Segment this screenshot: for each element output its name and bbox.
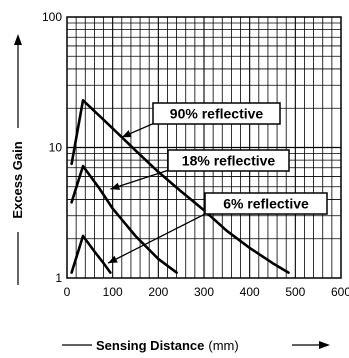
annotation-arrowhead-1 [121, 130, 132, 138]
x-tick-label: 400 [240, 285, 260, 299]
annotation-3: 6% reflective [107, 192, 328, 264]
x-axis-title: Sensing Distance (mm) [96, 338, 239, 353]
x-tick-label: 300 [194, 285, 214, 299]
series-label-3: 6% reflective [223, 196, 309, 212]
annotation-arrowhead-2 [110, 182, 121, 190]
tick-labels: 0 100 200 300 400 500 600 1 10 100 [42, 10, 349, 299]
annotation-1: 90% reflective [121, 102, 281, 138]
annotation-box-1 [152, 102, 281, 125]
annotation-box-2 [167, 149, 290, 172]
y-tick-label: 1 [55, 271, 62, 285]
x-tick-label: 500 [285, 285, 305, 299]
series-line-3 [70, 234, 112, 274]
x-axis-title-group: Sensing Distance (mm) [62, 338, 330, 353]
annotation-leader-2 [110, 168, 173, 190]
x-tick-label: 200 [148, 285, 168, 299]
annotation-leader-3 [107, 211, 210, 264]
annotation-box-3 [204, 192, 328, 215]
series-line-2 [70, 164, 178, 274]
y-axis-arrowhead [14, 34, 22, 45]
chart-series [70, 99, 290, 274]
series-label-1: 90% reflective [170, 106, 264, 122]
x-axis-title-main: Sensing Distance [96, 338, 204, 353]
y-axis-title-group: Excess Gain [10, 34, 25, 285]
series-label-2: 18% reflective [182, 153, 276, 169]
plot-frame [66, 16, 342, 279]
y-tick-label: 10 [49, 141, 63, 155]
y-tick-label: 100 [42, 10, 62, 24]
annotation-arrowhead-3 [108, 255, 118, 264]
x-axis-title-unit: (mm) [208, 338, 238, 353]
annotation-2: 18% reflective [110, 149, 290, 190]
x-axis-arrowhead [319, 341, 330, 349]
y-axis-title: Excess Gain [10, 141, 25, 218]
series-annotations: 90% reflective 18% reflective 6% reflectiv… [107, 102, 328, 264]
series-line-1 [70, 99, 290, 274]
x-tick-label: 0 [64, 285, 71, 299]
chart-grid [67, 17, 341, 278]
x-tick-label: 100 [103, 285, 123, 299]
x-tick-label: 600 [331, 285, 349, 299]
